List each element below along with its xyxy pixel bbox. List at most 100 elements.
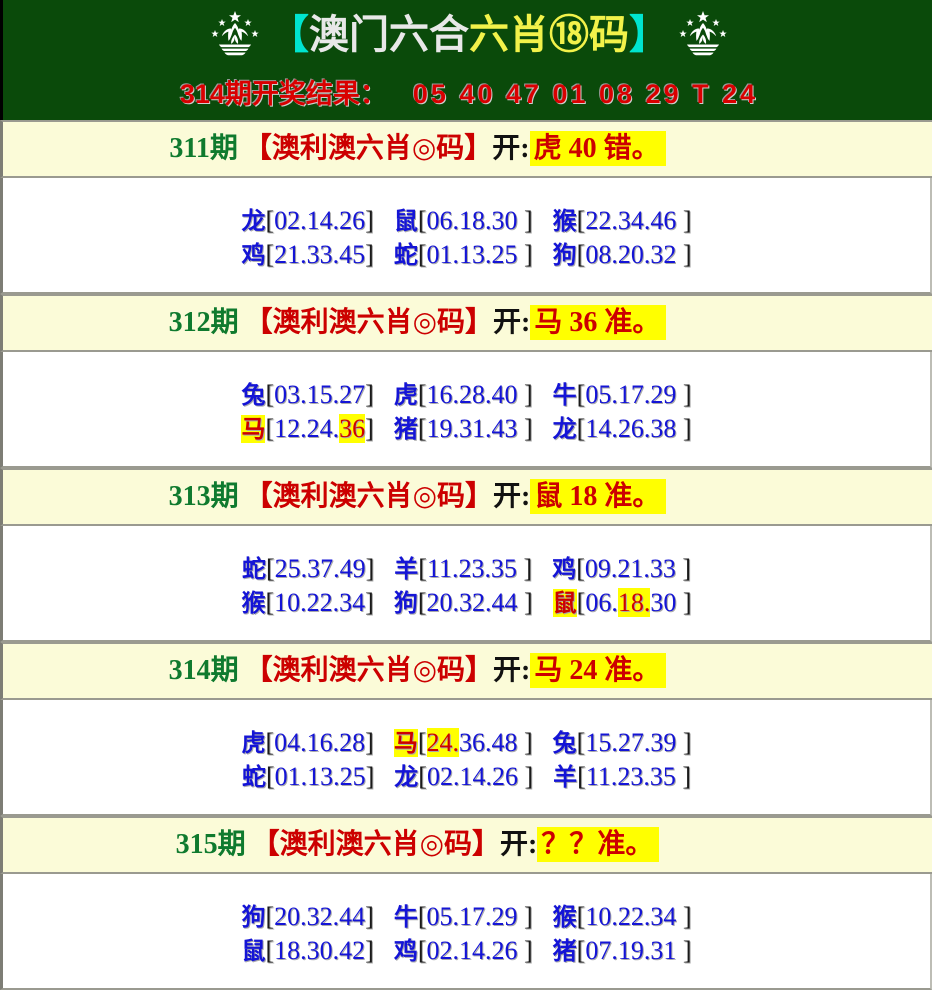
number-separator: .	[611, 240, 618, 269]
open-label: 开:	[500, 829, 538, 860]
draw-number: 17	[459, 902, 485, 931]
number-separator: .	[452, 902, 460, 931]
bracket-open: [	[265, 554, 275, 583]
issue-block-header: 315期 【澳利澳六肖◎码】开: ？？准。	[0, 816, 932, 874]
draw-number: 32	[650, 240, 677, 269]
number-separator: .	[485, 380, 492, 409]
bracket-close: ]	[517, 936, 533, 965]
draw-number: 01	[274, 762, 301, 791]
zodiac-number-group[interactable]: 兔[03.15.27]	[241, 378, 373, 412]
number-separator: .	[300, 588, 307, 617]
number-separator: .	[452, 414, 460, 443]
zodiac-number-group[interactable]: 牛[05.17.29 ]	[553, 378, 692, 412]
draw-number: 16	[306, 728, 333, 757]
zodiac-number-group[interactable]: 鸡[21.33.45]	[241, 238, 373, 272]
issue-block-body: 兔[03.15.27] 虎[16.28.40 ] 牛[05.17.29 ] 马[12.…	[0, 352, 932, 468]
draw-number: 36	[339, 414, 366, 443]
draw-number: 22	[617, 902, 644, 931]
zodiac-number-group[interactable]: 蛇[01.13.25 ]	[394, 238, 533, 272]
draw-number: 30	[306, 936, 333, 965]
bracket-open: [	[417, 380, 427, 409]
draw-number: 35	[491, 554, 518, 583]
zodiac-number-group[interactable]: 猴[22.34.46 ]	[553, 204, 692, 238]
number-separator: .	[332, 902, 340, 931]
zodiac-number-group[interactable]: 虎[04.16.28]	[241, 726, 373, 760]
issue-number: 315期	[175, 829, 246, 860]
zodiac-number-group[interactable]: 龙[02.14.26 ]	[394, 760, 533, 794]
zodiac-number-group[interactable]: 猴[10.22.34]	[241, 586, 373, 620]
number-separator: .	[452, 936, 460, 965]
zodiac-number-group[interactable]: 龙[02.14.26]	[241, 204, 373, 238]
number-separator: .	[452, 728, 459, 757]
issue-block-list: 311期 【澳利澳六肖◎码】开: 虎 40 错。 龙[02.14.26] 鼠[06.18…	[0, 120, 932, 990]
zodiac-number-group[interactable]: 马[24.36.48 ]	[393, 726, 533, 760]
zodiac-number-group[interactable]: 鼠[18.30.42]	[241, 934, 373, 968]
bracket-close: ]	[676, 206, 692, 235]
bracket-close: ]	[676, 728, 692, 757]
bracket-close: ]	[365, 414, 374, 443]
draw-number: 15	[585, 728, 612, 757]
number-separator: .	[643, 936, 651, 965]
draw-number: 18	[459, 206, 485, 235]
number-separator: .	[485, 414, 492, 443]
issue-title: 【澳利澳六肖◎码】	[244, 307, 494, 338]
draw-number: 18	[274, 936, 301, 965]
bracket-open: [	[417, 240, 427, 269]
draw-number: 14	[459, 936, 485, 965]
bracket-close: ]	[365, 554, 375, 583]
zodiac-label: 蛇	[393, 241, 418, 269]
issue-block: 314期 【澳利澳六肖◎码】开: 马 24 准。 虎[04.16.28] 马[24.36…	[0, 642, 932, 816]
zodiac-number-group[interactable]: 鼠[06.18.30 ]	[394, 204, 533, 238]
zodiac-label: 鸡	[393, 937, 418, 965]
number-separator: .	[452, 588, 460, 617]
draw-result-label: 314期开奖结果：	[179, 79, 387, 109]
zodiac-number-group[interactable]: 牛[05.17.29 ]	[394, 900, 533, 934]
zodiac-number-group[interactable]: 马[12.24.36]	[241, 412, 374, 446]
zodiac-label: 羊	[553, 763, 578, 791]
issue-block-body: 虎[04.16.28] 马[24.36.48 ] 兔[15.27.39 ] 蛇[01.…	[0, 700, 932, 816]
zodiac-label: 鼠	[241, 937, 266, 965]
zodiac-label: 鸡	[241, 241, 266, 269]
zodiac-number-group[interactable]: 兔[15.27.39 ]	[553, 726, 692, 760]
bracket-open: [	[576, 240, 586, 269]
zodiac-number-group[interactable]: 狗[08.20.32 ]	[553, 238, 692, 272]
zodiac-number-group[interactable]: 鸡[02.14.26 ]	[394, 934, 533, 968]
number-separator: .	[484, 554, 492, 583]
zodiac-number-group[interactable]: 蛇[01.13.25]	[242, 760, 374, 794]
issue-block: 315期 【澳利澳六肖◎码】开: ？？准。狗[20.32.44] 牛[05.17.29…	[0, 816, 932, 990]
number-row: 兔[03.15.27] 虎[16.28.40 ] 牛[05.17.29 ]	[3, 378, 930, 412]
draw-number: 06	[426, 206, 453, 235]
bracket-open: [	[577, 762, 586, 791]
draw-number: 31	[459, 414, 485, 443]
bracket-close: ]	[365, 902, 374, 931]
zodiac-number-group[interactable]: 羊[11.23.35 ]	[394, 552, 532, 586]
number-row: 狗[20.32.44] 牛[05.17.29 ] 猴[10.22.34 ]	[3, 900, 930, 934]
zodiac-number-group[interactable]: 虎[16.28.40 ]	[394, 378, 533, 412]
issue-header-inner: 312期 【澳利澳六肖◎码】开: 马 36 准。	[169, 296, 667, 350]
number-separator: .	[300, 728, 307, 757]
bracket-open: [	[265, 762, 275, 791]
open-result-highlight: 虎 40 错。	[529, 131, 666, 166]
draw-number: 27	[617, 728, 644, 757]
zodiac-number-group[interactable]: 鸡[09.21.33 ]	[552, 552, 691, 586]
zodiac-number-group[interactable]: 羊[11.23.35 ]	[553, 760, 691, 794]
zodiac-number-group[interactable]: 龙[14.26.38 ]	[553, 412, 692, 446]
draw-number: 04	[274, 728, 301, 757]
zodiac-number-group[interactable]: 狗[20.32.44]	[241, 900, 373, 934]
zodiac-number-group[interactable]: 猪[19.31.43 ]	[394, 412, 533, 446]
draw-number: 28	[339, 728, 366, 757]
draw-number: 21	[274, 240, 301, 269]
bracket-open: [	[265, 206, 275, 235]
zodiac-label: 马	[241, 415, 266, 443]
zodiac-number-group[interactable]: 蛇[25.37.49]	[242, 552, 374, 586]
draw-number: 14	[585, 414, 612, 443]
zodiac-number-group[interactable]: 鼠[06.18.30 ]	[552, 586, 692, 620]
zodiac-label: 龙	[241, 207, 266, 235]
zodiac-number-group[interactable]: 猪[07.19.31 ]	[553, 934, 692, 968]
draw-number: 19	[426, 414, 453, 443]
number-separator: .	[300, 380, 307, 409]
zodiac-number-group[interactable]: 狗[20.32.44 ]	[394, 586, 533, 620]
zodiac-number-group[interactable]: 猴[10.22.34 ]	[553, 900, 692, 934]
draw-number: 33	[649, 554, 676, 583]
issue-number: 314期	[168, 655, 239, 686]
